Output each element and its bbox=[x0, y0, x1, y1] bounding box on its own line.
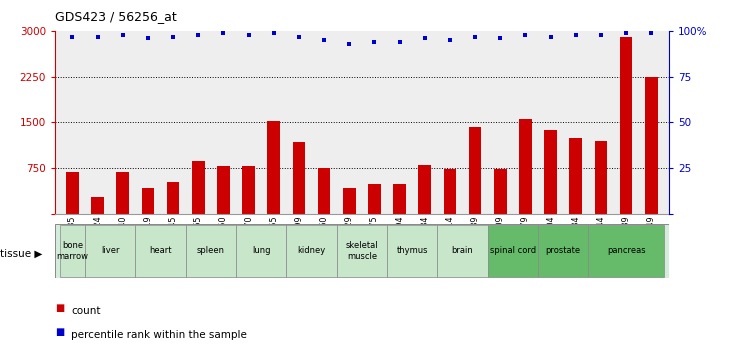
Text: brain: brain bbox=[452, 246, 474, 256]
Bar bbox=[318, 168, 330, 214]
FancyBboxPatch shape bbox=[437, 225, 488, 277]
Point bbox=[494, 36, 506, 41]
Point bbox=[268, 30, 280, 36]
FancyBboxPatch shape bbox=[236, 225, 287, 277]
Bar bbox=[192, 161, 205, 214]
Point bbox=[344, 41, 355, 47]
FancyBboxPatch shape bbox=[60, 225, 85, 277]
Text: GDS423 / 56256_at: GDS423 / 56256_at bbox=[55, 10, 177, 23]
Bar bbox=[268, 121, 280, 214]
Text: spleen: spleen bbox=[197, 246, 225, 256]
Text: percentile rank within the sample: percentile rank within the sample bbox=[71, 330, 247, 339]
Point bbox=[142, 36, 154, 41]
Bar bbox=[217, 166, 230, 214]
Point bbox=[419, 36, 431, 41]
Point bbox=[444, 37, 455, 43]
Bar bbox=[393, 184, 406, 214]
Bar bbox=[645, 77, 658, 214]
Point bbox=[67, 34, 78, 39]
FancyBboxPatch shape bbox=[588, 225, 664, 277]
Bar bbox=[620, 37, 632, 214]
Bar bbox=[91, 197, 104, 214]
Bar bbox=[494, 169, 507, 214]
Bar bbox=[444, 169, 456, 214]
Text: pancreas: pancreas bbox=[607, 246, 645, 256]
Point bbox=[620, 30, 632, 36]
Point bbox=[394, 39, 406, 45]
Point bbox=[595, 32, 607, 38]
Text: thymus: thymus bbox=[396, 246, 428, 256]
Point bbox=[243, 32, 254, 38]
Bar bbox=[242, 166, 255, 214]
Text: count: count bbox=[71, 306, 100, 315]
Text: bone
marrow: bone marrow bbox=[56, 241, 88, 261]
Point bbox=[570, 32, 582, 38]
Point bbox=[368, 39, 380, 45]
FancyBboxPatch shape bbox=[337, 225, 387, 277]
Point bbox=[218, 30, 230, 36]
Point bbox=[167, 34, 179, 39]
Point bbox=[520, 32, 531, 38]
Text: spinal cord: spinal cord bbox=[490, 246, 536, 256]
Bar bbox=[569, 138, 582, 214]
FancyBboxPatch shape bbox=[55, 224, 669, 278]
Point bbox=[469, 34, 481, 39]
Text: kidney: kidney bbox=[298, 246, 325, 256]
Bar bbox=[142, 188, 154, 214]
Text: ■: ■ bbox=[55, 327, 64, 337]
FancyBboxPatch shape bbox=[488, 225, 538, 277]
Bar bbox=[469, 127, 482, 214]
FancyBboxPatch shape bbox=[387, 225, 437, 277]
Text: tissue ▶: tissue ▶ bbox=[0, 249, 42, 259]
FancyBboxPatch shape bbox=[186, 225, 236, 277]
Point bbox=[293, 34, 305, 39]
Bar bbox=[594, 141, 607, 214]
Bar bbox=[167, 182, 179, 214]
Text: skeletal
muscle: skeletal muscle bbox=[346, 241, 378, 261]
Text: heart: heart bbox=[149, 246, 172, 256]
Bar bbox=[66, 172, 79, 214]
Bar bbox=[343, 188, 355, 214]
Text: ■: ■ bbox=[55, 303, 64, 313]
Text: liver: liver bbox=[101, 246, 119, 256]
FancyBboxPatch shape bbox=[85, 225, 135, 277]
Point bbox=[545, 34, 556, 39]
Bar bbox=[116, 172, 129, 214]
FancyBboxPatch shape bbox=[135, 225, 186, 277]
Point bbox=[318, 37, 330, 43]
Point bbox=[92, 34, 104, 39]
Bar bbox=[292, 142, 306, 214]
Point bbox=[117, 32, 129, 38]
Text: prostate: prostate bbox=[545, 246, 580, 256]
Point bbox=[192, 32, 204, 38]
Bar bbox=[519, 119, 531, 214]
Bar bbox=[368, 184, 381, 214]
Bar bbox=[545, 130, 557, 214]
FancyBboxPatch shape bbox=[287, 225, 337, 277]
Text: lung: lung bbox=[252, 246, 270, 256]
Point bbox=[645, 30, 657, 36]
Bar bbox=[418, 165, 431, 214]
FancyBboxPatch shape bbox=[538, 225, 588, 277]
